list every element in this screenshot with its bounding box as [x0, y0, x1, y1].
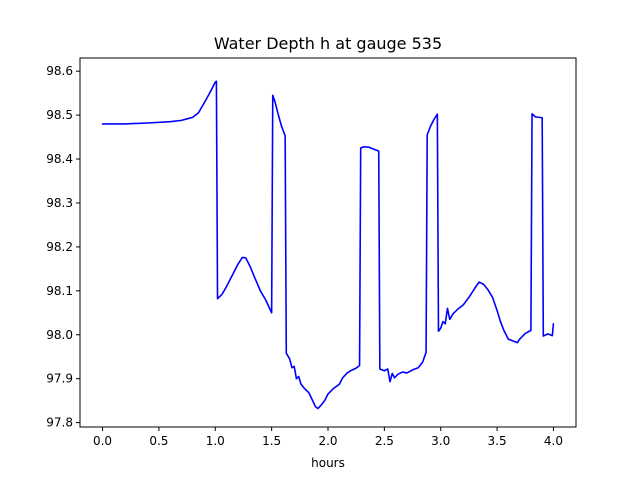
y-tick-label: 98.5	[46, 108, 73, 122]
x-tick-label: 2.0	[318, 434, 337, 448]
y-tick-label: 98.0	[46, 328, 73, 342]
water-depth-line	[101, 80, 555, 410]
y-tick-label: 98.3	[46, 196, 73, 210]
y-tick-label: 98.2	[46, 240, 73, 254]
x-tick-label: 3.0	[431, 434, 450, 448]
y-tick-label: 98.4	[46, 152, 73, 166]
y-tick-label: 98.1	[46, 284, 73, 298]
x-tick-label: 0.5	[149, 434, 168, 448]
x-tick-label: 3.5	[488, 434, 507, 448]
x-axis: 0.0 0.5 1.0 1.5 2.0 2.5 3.0 3.5 4.0	[93, 427, 563, 448]
y-tick-label: 97.9	[46, 372, 73, 386]
y-tick-label: 98.6	[46, 64, 73, 78]
x-tick-label: 1.0	[206, 434, 225, 448]
series-layer	[101, 80, 555, 410]
x-tick-label: 4.0	[544, 434, 563, 448]
y-tick-label: 97.8	[46, 416, 73, 430]
x-tick-label: 2.5	[375, 434, 394, 448]
chart-title: Water Depth h at gauge 535	[214, 34, 442, 53]
y-axis: 97.8 97.9 98.0 98.1 98.2 98.3 98.4 98.5 98.6	[46, 64, 80, 430]
x-axis-label: hours	[311, 456, 345, 470]
x-tick-label: 1.5	[262, 434, 281, 448]
plot-background	[80, 58, 576, 427]
x-tick-label: 0.0	[93, 434, 112, 448]
